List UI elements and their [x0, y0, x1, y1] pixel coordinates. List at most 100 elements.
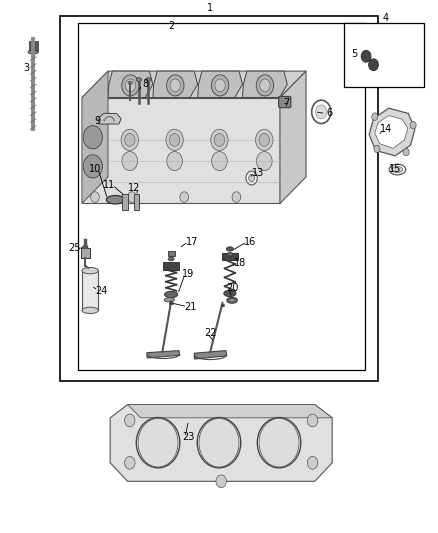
Circle shape	[246, 171, 257, 185]
Text: 6: 6	[326, 108, 332, 118]
Polygon shape	[98, 114, 121, 124]
Circle shape	[403, 148, 409, 156]
Text: 23: 23	[182, 432, 195, 442]
Circle shape	[249, 174, 254, 182]
Ellipse shape	[136, 417, 180, 468]
Ellipse shape	[28, 50, 39, 54]
Text: 3: 3	[24, 63, 30, 74]
Text: 19: 19	[182, 269, 194, 279]
Polygon shape	[82, 71, 306, 98]
Ellipse shape	[82, 307, 99, 313]
Bar	[60, 15, 378, 381]
Circle shape	[259, 418, 299, 467]
Polygon shape	[194, 351, 227, 359]
Circle shape	[256, 151, 272, 171]
Ellipse shape	[128, 81, 132, 84]
Circle shape	[374, 145, 380, 152]
Ellipse shape	[229, 298, 235, 302]
Text: 21: 21	[184, 302, 197, 312]
Circle shape	[212, 151, 227, 171]
Circle shape	[124, 414, 135, 427]
Polygon shape	[243, 71, 287, 98]
Ellipse shape	[165, 292, 178, 297]
Ellipse shape	[257, 417, 301, 468]
Text: 2: 2	[168, 21, 174, 31]
Text: 10: 10	[89, 164, 101, 174]
Bar	[82, 271, 99, 310]
Circle shape	[166, 130, 184, 150]
Text: 13: 13	[252, 168, 264, 177]
Ellipse shape	[389, 164, 406, 175]
Circle shape	[361, 51, 371, 62]
Bar	[29, 42, 38, 51]
Circle shape	[121, 130, 138, 150]
Circle shape	[125, 79, 136, 92]
Ellipse shape	[146, 78, 151, 82]
Polygon shape	[280, 71, 306, 204]
Polygon shape	[375, 116, 408, 148]
Circle shape	[170, 79, 180, 92]
Circle shape	[83, 155, 102, 178]
Bar	[344, 23, 424, 87]
Circle shape	[211, 130, 228, 150]
Circle shape	[122, 151, 138, 171]
Bar	[78, 23, 365, 370]
Bar	[163, 262, 179, 270]
Circle shape	[91, 192, 99, 203]
Ellipse shape	[226, 247, 233, 251]
FancyBboxPatch shape	[279, 96, 291, 108]
Text: 22: 22	[204, 328, 216, 338]
Text: 7: 7	[283, 98, 290, 108]
Bar	[222, 253, 238, 260]
Circle shape	[255, 130, 273, 150]
Circle shape	[83, 126, 102, 149]
Bar	[81, 248, 90, 258]
Circle shape	[167, 151, 183, 171]
Bar	[122, 194, 127, 210]
Circle shape	[180, 192, 188, 203]
Bar	[134, 194, 139, 210]
Ellipse shape	[227, 297, 237, 303]
Text: 9: 9	[94, 116, 100, 126]
Circle shape	[138, 418, 178, 467]
Polygon shape	[147, 351, 180, 358]
Text: 4: 4	[383, 13, 389, 23]
Text: 5: 5	[351, 49, 357, 59]
Text: 20: 20	[226, 283, 238, 293]
Circle shape	[312, 100, 331, 124]
Text: 17: 17	[186, 237, 198, 247]
Circle shape	[216, 475, 226, 488]
Circle shape	[212, 75, 229, 96]
Text: 14: 14	[381, 124, 393, 134]
Circle shape	[232, 192, 241, 203]
Circle shape	[215, 79, 225, 92]
Circle shape	[124, 134, 135, 146]
Text: 18: 18	[234, 258, 246, 268]
Circle shape	[256, 75, 274, 96]
Ellipse shape	[197, 417, 241, 468]
Text: 16: 16	[244, 237, 257, 247]
Ellipse shape	[224, 290, 236, 296]
Text: 8: 8	[142, 79, 148, 90]
Polygon shape	[110, 405, 332, 481]
Bar	[168, 251, 175, 256]
Circle shape	[369, 59, 378, 70]
Circle shape	[259, 134, 269, 146]
Circle shape	[260, 79, 270, 92]
Ellipse shape	[106, 196, 124, 204]
Text: 12: 12	[128, 182, 140, 192]
Circle shape	[307, 414, 318, 427]
Text: 25: 25	[68, 244, 81, 253]
Circle shape	[124, 456, 135, 469]
Circle shape	[127, 192, 136, 203]
Circle shape	[410, 122, 416, 129]
Circle shape	[214, 134, 225, 146]
Circle shape	[199, 418, 239, 467]
Ellipse shape	[392, 166, 403, 173]
Ellipse shape	[83, 245, 88, 248]
Ellipse shape	[136, 78, 141, 82]
Polygon shape	[82, 71, 108, 204]
Polygon shape	[82, 98, 280, 204]
Polygon shape	[127, 405, 332, 418]
Circle shape	[170, 134, 180, 146]
